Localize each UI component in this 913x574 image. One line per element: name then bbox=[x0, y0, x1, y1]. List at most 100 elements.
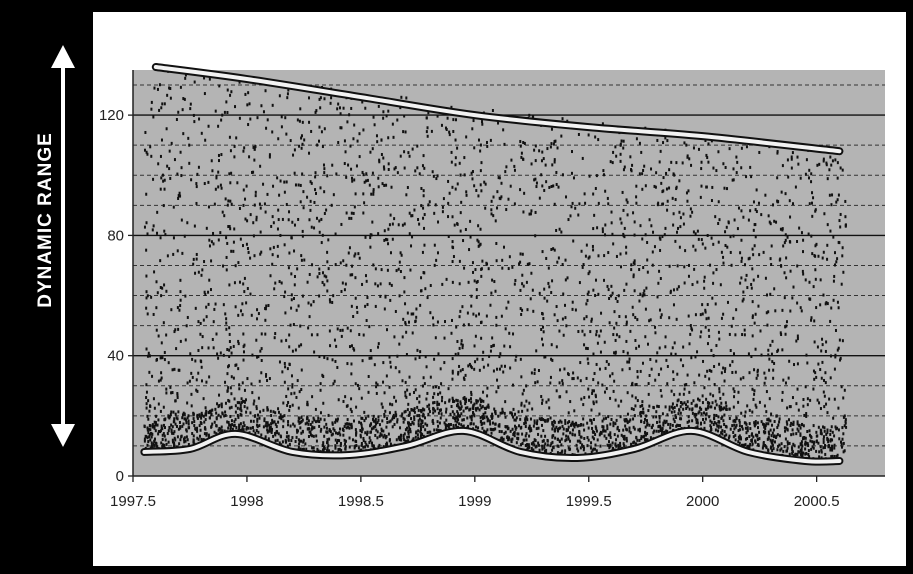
data-point bbox=[211, 337, 214, 341]
data-point bbox=[625, 419, 628, 423]
data-point bbox=[720, 405, 723, 409]
data-point bbox=[166, 432, 169, 436]
data-point bbox=[810, 180, 813, 184]
data-point bbox=[230, 351, 233, 355]
data-point bbox=[269, 409, 272, 413]
data-point bbox=[405, 96, 408, 100]
data-point bbox=[836, 198, 839, 202]
data-point bbox=[833, 443, 836, 447]
data-point bbox=[213, 420, 216, 424]
data-point bbox=[415, 307, 418, 311]
data-point bbox=[363, 201, 366, 205]
data-point bbox=[205, 432, 208, 436]
data-point bbox=[824, 452, 827, 456]
data-point bbox=[178, 308, 181, 312]
data-point bbox=[457, 352, 460, 356]
data-point bbox=[323, 425, 326, 429]
data-point bbox=[177, 196, 180, 200]
data-point bbox=[493, 280, 496, 284]
data-point bbox=[770, 412, 773, 416]
data-point bbox=[697, 147, 700, 151]
data-point bbox=[394, 366, 397, 370]
data-point bbox=[607, 202, 610, 206]
data-point bbox=[234, 105, 237, 109]
data-point bbox=[323, 97, 326, 101]
data-point bbox=[205, 315, 208, 319]
data-point bbox=[533, 368, 536, 372]
data-point bbox=[228, 423, 231, 427]
data-point bbox=[710, 236, 713, 240]
data-point bbox=[521, 157, 524, 161]
data-point bbox=[401, 379, 404, 383]
data-point bbox=[831, 193, 834, 197]
data-point bbox=[207, 290, 210, 294]
data-point bbox=[223, 110, 226, 114]
data-point bbox=[531, 407, 534, 411]
data-point bbox=[413, 410, 416, 414]
data-point bbox=[161, 286, 164, 290]
data-point bbox=[327, 444, 330, 448]
data-point bbox=[371, 171, 374, 175]
data-point bbox=[791, 422, 794, 426]
data-point bbox=[326, 279, 329, 283]
data-point bbox=[160, 376, 163, 380]
data-point bbox=[181, 416, 184, 420]
data-point bbox=[619, 252, 622, 256]
data-point bbox=[325, 275, 328, 279]
data-point bbox=[457, 372, 460, 376]
data-point bbox=[272, 410, 275, 414]
data-point bbox=[664, 345, 667, 349]
data-point bbox=[277, 432, 280, 436]
data-point bbox=[471, 127, 474, 131]
data-point bbox=[228, 172, 231, 176]
data-point bbox=[382, 380, 385, 384]
data-point bbox=[293, 171, 296, 175]
data-point bbox=[623, 436, 626, 440]
data-point bbox=[353, 178, 356, 182]
data-point bbox=[505, 425, 508, 429]
data-point bbox=[293, 283, 296, 287]
data-point bbox=[602, 173, 605, 177]
data-point bbox=[722, 407, 725, 411]
data-point bbox=[717, 415, 720, 419]
data-point bbox=[535, 444, 538, 448]
data-point bbox=[842, 270, 845, 274]
data-point bbox=[378, 160, 381, 164]
data-point bbox=[709, 405, 712, 409]
data-point bbox=[751, 300, 754, 304]
data-point bbox=[626, 421, 629, 425]
data-point bbox=[300, 146, 303, 150]
data-point bbox=[316, 333, 319, 337]
data-point bbox=[300, 415, 303, 419]
data-point bbox=[561, 379, 564, 383]
data-point bbox=[410, 417, 413, 421]
data-point bbox=[734, 370, 737, 374]
data-point bbox=[553, 202, 556, 206]
data-point bbox=[179, 426, 182, 430]
data-point bbox=[503, 142, 506, 146]
data-point bbox=[640, 435, 643, 439]
data-point bbox=[161, 356, 164, 360]
data-point bbox=[829, 354, 832, 358]
data-point bbox=[772, 203, 775, 207]
data-point bbox=[530, 271, 533, 275]
data-point bbox=[277, 218, 280, 222]
data-point bbox=[194, 427, 197, 431]
data-point bbox=[326, 260, 329, 264]
data-point bbox=[171, 425, 174, 429]
data-point bbox=[490, 345, 493, 349]
data-point bbox=[398, 260, 401, 264]
data-point bbox=[724, 424, 727, 428]
data-point bbox=[475, 295, 478, 299]
data-point bbox=[709, 392, 712, 396]
data-point bbox=[278, 280, 281, 284]
data-point bbox=[626, 412, 629, 416]
data-point bbox=[212, 346, 215, 350]
data-point bbox=[706, 156, 709, 160]
data-point bbox=[253, 203, 256, 207]
data-point bbox=[320, 217, 323, 221]
data-point bbox=[170, 428, 173, 432]
data-point bbox=[844, 223, 847, 227]
data-point bbox=[386, 268, 389, 272]
